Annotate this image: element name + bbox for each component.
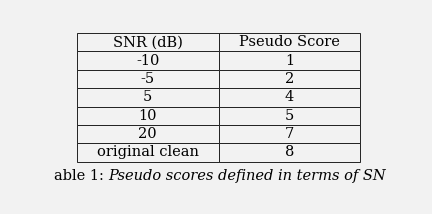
Bar <box>77 51 219 70</box>
Bar <box>77 125 219 143</box>
Text: 1: 1 <box>285 54 294 68</box>
Text: -10: -10 <box>136 54 159 68</box>
Text: Pseudo scores defined in terms of SN: Pseudo scores defined in terms of SN <box>108 169 386 183</box>
Text: able 1:: able 1: <box>54 169 108 183</box>
Bar <box>219 107 360 125</box>
Bar <box>77 107 219 125</box>
Text: Pseudo Score: Pseudo Score <box>239 35 340 49</box>
Bar <box>77 88 219 107</box>
Bar <box>77 33 219 51</box>
Bar <box>219 70 360 88</box>
Text: 2: 2 <box>285 72 294 86</box>
Text: 5: 5 <box>143 90 152 104</box>
Text: original clean: original clean <box>97 146 199 159</box>
Text: 10: 10 <box>138 109 157 123</box>
Text: 8: 8 <box>285 146 294 159</box>
Bar <box>219 143 360 162</box>
Text: -5: -5 <box>140 72 155 86</box>
Text: SNR (dB): SNR (dB) <box>113 35 183 49</box>
Text: able 1:: able 1: <box>54 169 108 183</box>
Text: 7: 7 <box>285 127 294 141</box>
Bar <box>219 125 360 143</box>
Text: 4: 4 <box>285 90 294 104</box>
Text: 5: 5 <box>285 109 294 123</box>
Text: 20: 20 <box>138 127 157 141</box>
Bar <box>77 70 219 88</box>
Bar <box>219 88 360 107</box>
Bar <box>77 143 219 162</box>
Bar <box>219 51 360 70</box>
Bar <box>219 33 360 51</box>
